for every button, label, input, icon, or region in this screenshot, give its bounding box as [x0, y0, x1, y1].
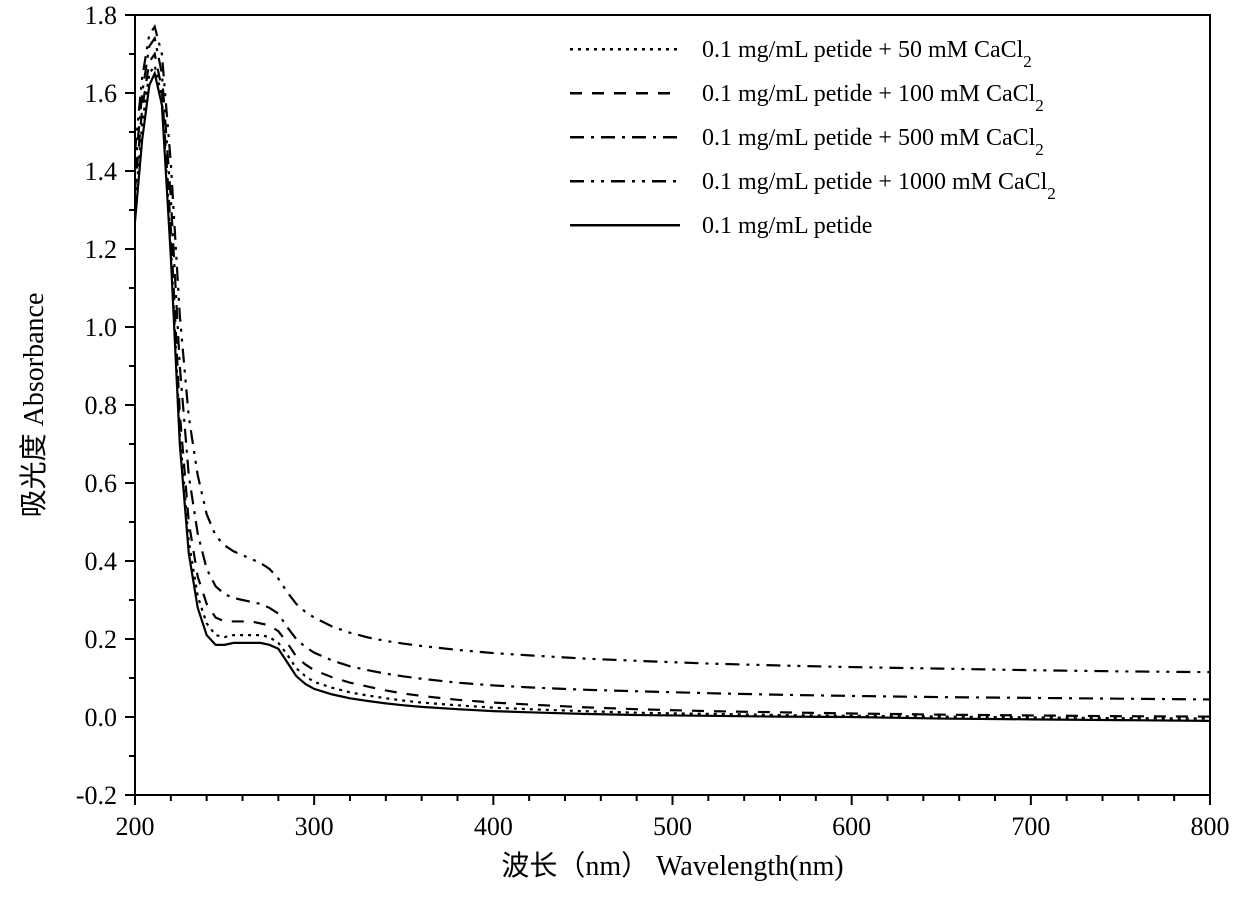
- y-tick-label: 0.8: [85, 391, 118, 420]
- y-tick-label: 1.6: [85, 79, 118, 108]
- y-tick-label: 1.2: [85, 235, 118, 264]
- x-tick-label: 800: [1191, 812, 1230, 841]
- x-tick-label: 700: [1011, 812, 1050, 841]
- y-tick-label: 0.6: [85, 469, 118, 498]
- absorbance-chart: 200 300 400 500 600 700 800 -0.2 0.0 0.2 0.4 0.6 0.8…: [0, 0, 1240, 901]
- x-tick-label: 500: [653, 812, 692, 841]
- y-tick-label: 0.2: [85, 625, 118, 654]
- y-tick-label: 0.4: [85, 547, 118, 576]
- x-tick-label: 200: [116, 812, 155, 841]
- x-axis-label: 波长（nm） Wavelength(nm): [501, 850, 843, 882]
- x-tick-label: 300: [295, 812, 334, 841]
- legend-label: 0.1 mg/mL petide: [702, 213, 872, 239]
- y-tick-label: -0.2: [76, 781, 117, 810]
- chart-svg: 200 300 400 500 600 700 800 -0.2 0.0 0.2 0.4 0.6 0.8…: [0, 0, 1240, 901]
- x-tick-label: 400: [474, 812, 513, 841]
- y-tick-label: 1.8: [85, 1, 118, 30]
- y-tick-label: 0.0: [85, 703, 118, 732]
- y-tick-label: 1.4: [85, 157, 118, 186]
- y-tick-label: 1.0: [85, 313, 118, 342]
- y-axis-label: 吸光度 Absorbance: [18, 293, 50, 518]
- x-tick-label: 600: [832, 812, 871, 841]
